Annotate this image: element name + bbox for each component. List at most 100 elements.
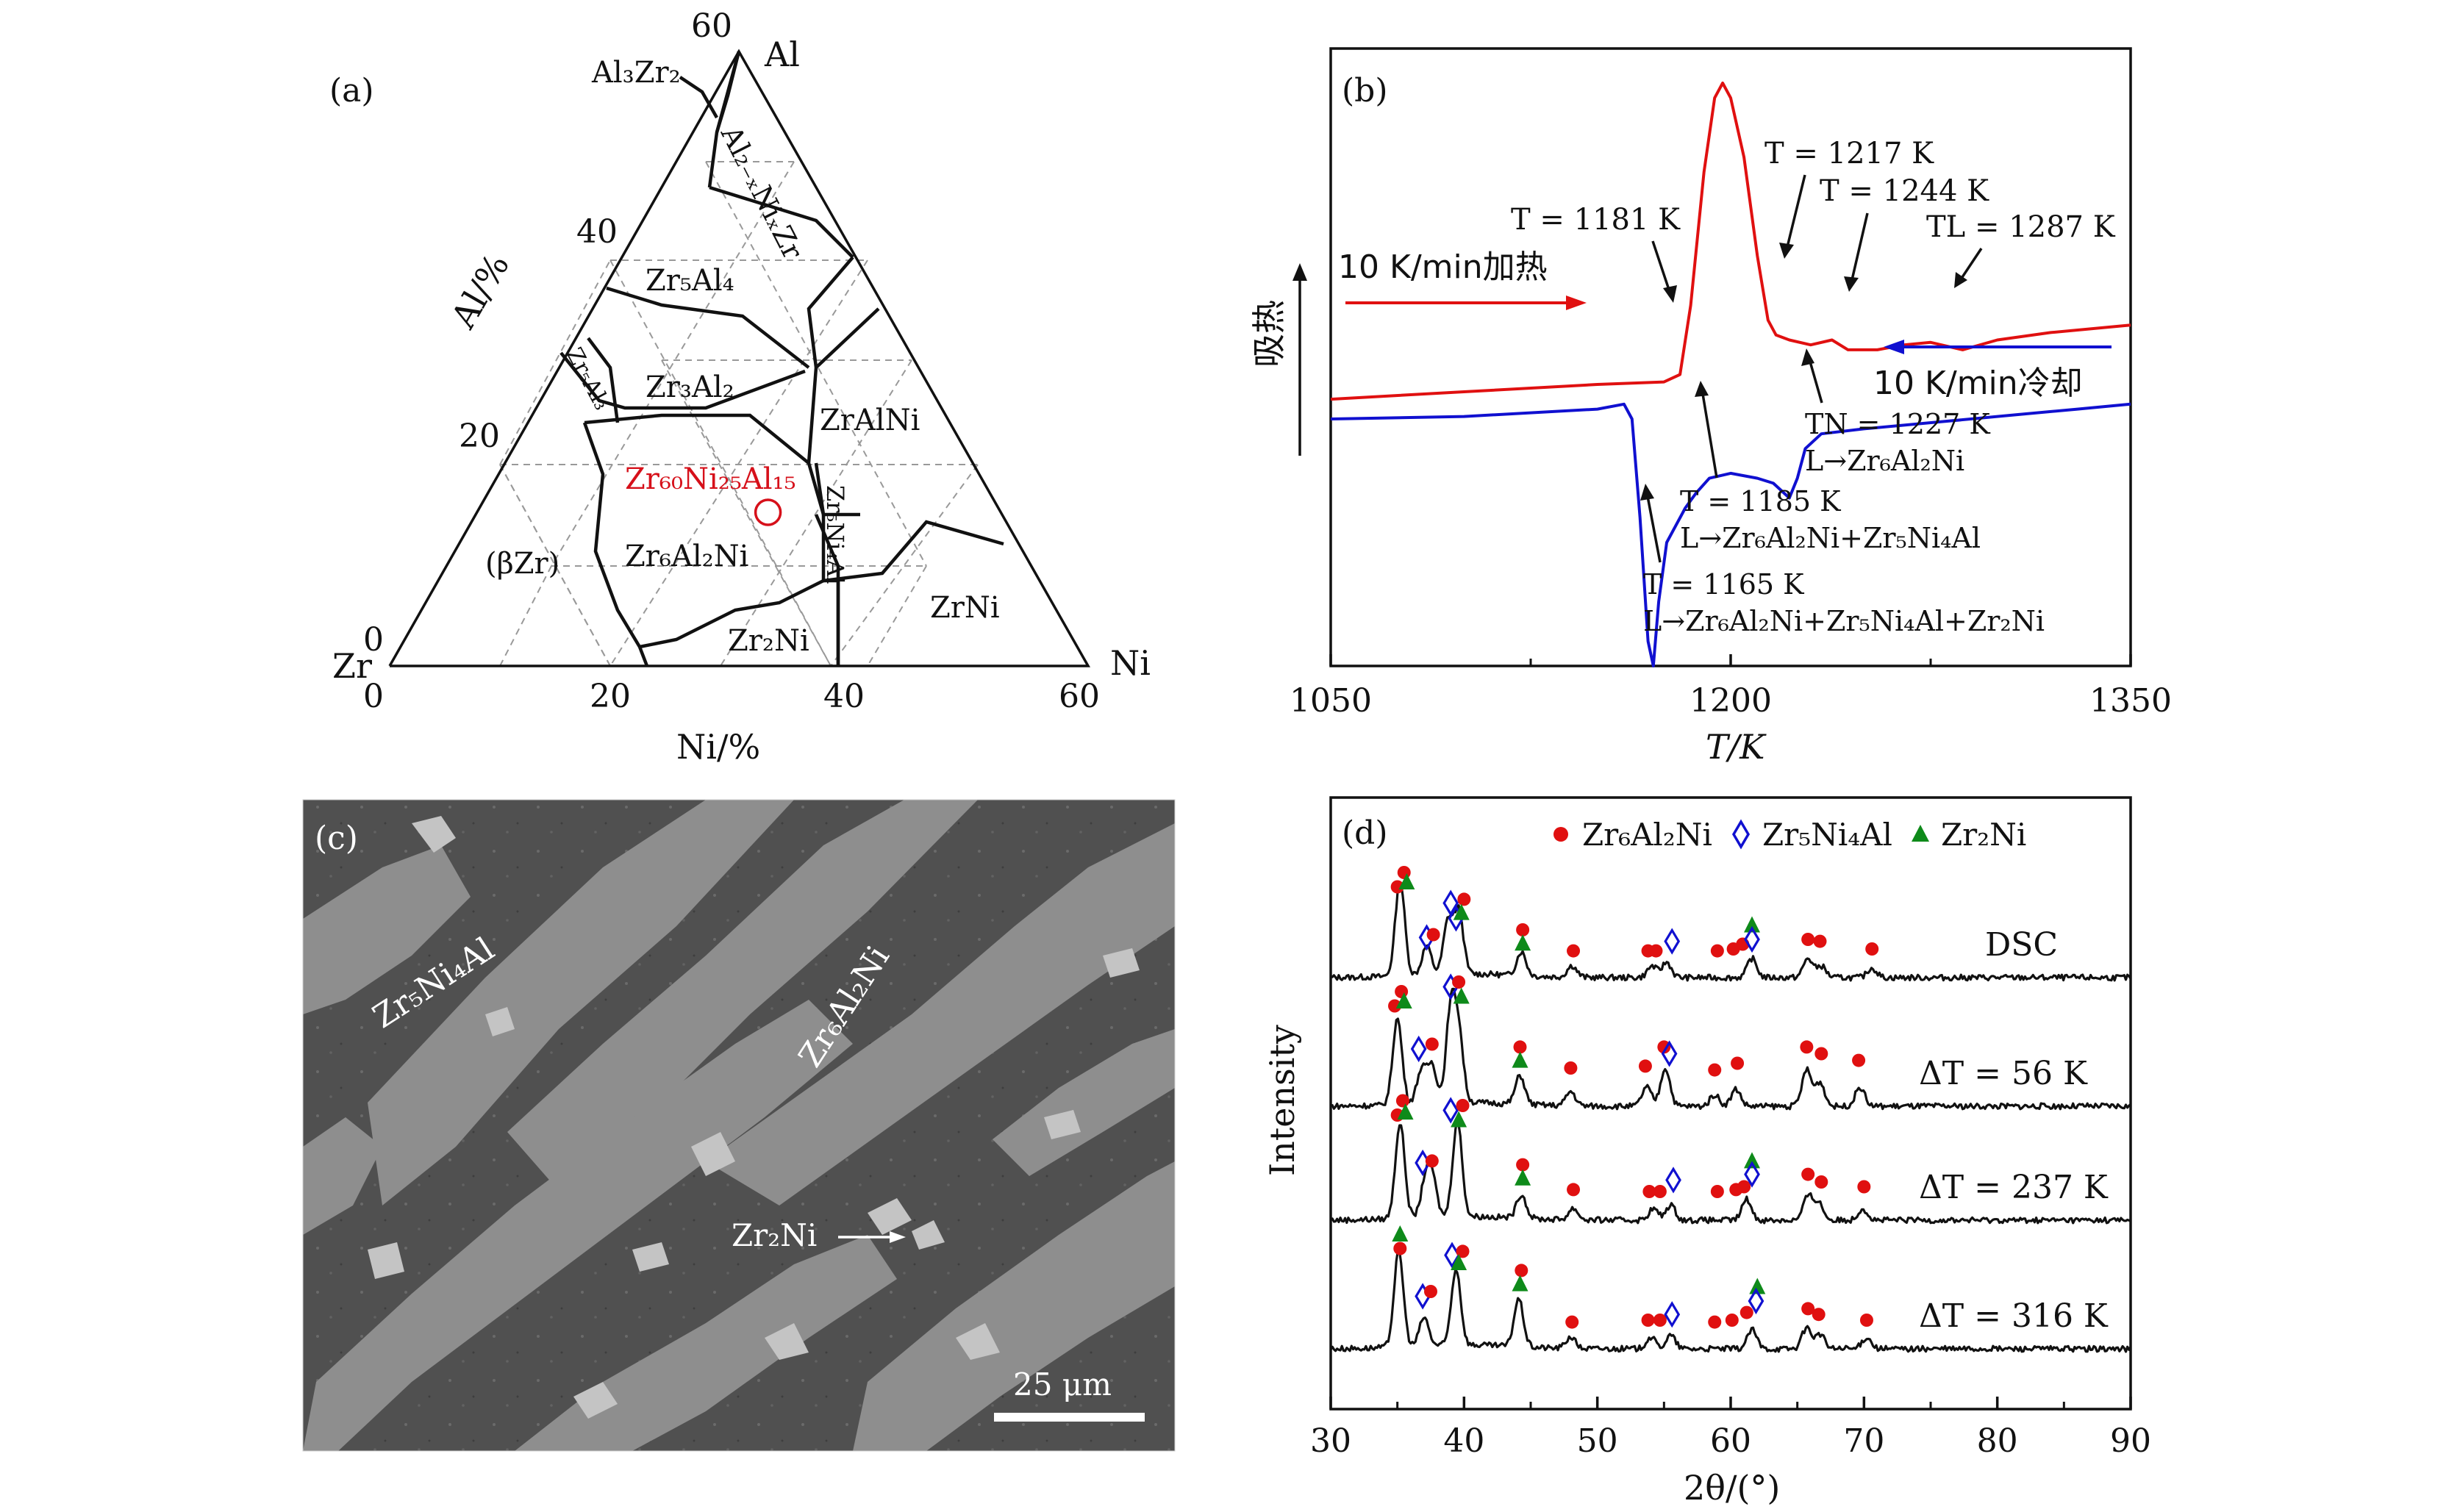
phase-zr5ni4al: Zr₅Ni₄Al [821, 485, 849, 584]
marker-zr5ni4al [1665, 1167, 1681, 1194]
dsc-cooling-curve [1330, 402, 2131, 667]
annotation-arrows [1645, 174, 1983, 563]
micrograph-image [303, 800, 1175, 1451]
marker-zr6al2ni [1865, 942, 1879, 956]
marker-zr6al2ni [1456, 1244, 1470, 1258]
xrd-y-label: Intensity [1262, 1025, 1302, 1176]
anno-tl1287: TL = 1287 K [1926, 210, 2116, 244]
marker-zr2ni [1453, 987, 1470, 1004]
marker-zr5ni4al [1744, 925, 1760, 953]
marker-zr6al2ni [1564, 1061, 1578, 1075]
xrd-x-tick-label: 90 [2110, 1422, 2151, 1460]
marker-zr6al2ni [1457, 892, 1471, 906]
marker-zr6al2ni [1567, 944, 1581, 958]
marker-zr6al2ni [1708, 1063, 1722, 1077]
scale-bar-label: 25 μm [1013, 1366, 1112, 1402]
phase-zrni: ZrNi [930, 591, 1000, 625]
xrd-pattern-0 [1330, 882, 2132, 982]
marker-zr6al2ni [1801, 1167, 1815, 1181]
marker-zr6al2ni [1710, 1185, 1724, 1198]
legend-zr6al2ni: Zr₆Al₂Ni [1582, 817, 1712, 853]
marker-zr6al2ni [1852, 1053, 1866, 1067]
marker-zr2ni [1512, 1051, 1528, 1068]
vertex-ni: Ni [1110, 643, 1151, 683]
marker-zr6al2ni [1801, 1302, 1815, 1316]
panel-c-sem-micrograph: (c) Zr₅Ni₄Al Zr₆Al₂Ni Zr₂Ni 25 μm [302, 799, 1176, 1452]
marker-zr6al2ni [1397, 866, 1411, 879]
xrd-x-tick-label: 30 [1310, 1422, 1351, 1460]
heating-arrow-head [1566, 295, 1587, 310]
marker-zr6al2ni [1814, 1175, 1828, 1189]
vertex-zr: Zr [332, 646, 372, 686]
phase-zr5al3: Zr₅Al₃ [561, 343, 615, 414]
legend-zr2ni: Zr₂Ni [1941, 817, 2026, 853]
marker-zr5ni4al [1744, 1161, 1760, 1188]
dsc-y-label: 吸热 [1249, 300, 1289, 368]
marker-zr6al2ni [1641, 1314, 1655, 1327]
marker-zr6al2ni [1708, 1315, 1722, 1329]
marker-zr2ni [1515, 934, 1531, 951]
endotherm-arrow-head [1292, 263, 1307, 281]
composition-point [754, 498, 782, 526]
panel-a-ternary-diagram: (a) [329, 7, 1151, 767]
marker-zr6al2ni [1456, 1099, 1470, 1112]
marker-zr6al2ni [1567, 1183, 1581, 1197]
phase-zr5al4: Zr₅Al₄ [646, 264, 734, 298]
xrd-x-label: 2θ/(°) [1684, 1468, 1780, 1508]
marker-zr6al2ni [1393, 1242, 1407, 1255]
xrd-label-dt56: ΔT = 56 K [1919, 1055, 2088, 1092]
anno-t1217: T = 1217 K [1764, 137, 1934, 171]
panel-d-xrd-chart: (d) 30 40 50 60 70 80 90 2θ/(°) Intensity Zr₆A… [1262, 796, 2151, 1508]
anno-l-three-phases: L→Zr₆Al₂Ni+Zr₅Ni₄Al+Zr₂Ni [1643, 605, 2045, 637]
phase-zralni: ZrAlNi [820, 404, 920, 437]
marker-zr2ni [1451, 1111, 1467, 1128]
anno-t1244: T = 1244 K [1820, 174, 1989, 208]
marker-zr6al2ni [1801, 933, 1815, 946]
panel-a-label: (a) [329, 72, 374, 110]
marker-zr6al2ni [1388, 999, 1402, 1013]
al-tick-0: 0 [363, 621, 384, 659]
xrd-pattern-1 [1330, 987, 2132, 1111]
dsc-x-label: T/K [1706, 727, 1767, 767]
marker-zr6al2ni [1710, 944, 1724, 958]
marker-zr6al2ni [1812, 1308, 1826, 1322]
marker-zr6al2ni [1642, 1185, 1656, 1198]
dsc-x-tick-label: 1200 [1690, 682, 1772, 720]
phase-boundaries [559, 51, 1004, 667]
marker-zr6al2ni [1814, 1047, 1828, 1061]
marker-zr6al2ni [1657, 1040, 1671, 1054]
dsc-x-ticks: 1050 1200 1350 [1290, 654, 2172, 720]
marker-zr6al2ni [1653, 1185, 1667, 1198]
marker-zr6al2ni [1426, 928, 1440, 942]
composition-label: Zr₆₀Ni₂₅Al₁₅ [625, 462, 796, 496]
vertex-al: Al [764, 35, 800, 74]
marker-zr5ni4al [1661, 1040, 1678, 1067]
marker-zr6al2ni [1731, 1056, 1745, 1070]
marker-zr6al2ni [1513, 1040, 1527, 1054]
phase-beta-zr: (βZr) [485, 547, 559, 581]
legend-zr5ni4al: Zr₅Ni₄Al [1762, 817, 1892, 853]
marker-zr2ni [1515, 1169, 1531, 1186]
marker-zr5ni4al [1442, 1097, 1459, 1124]
xrd-label-dt316: ΔT = 316 K [1919, 1297, 2109, 1335]
annotation-arrow-heads [1640, 243, 1967, 501]
dsc-x-tick-label: 1350 [2089, 682, 2172, 720]
panel-c-label: (c) [315, 820, 358, 857]
xrd-x-tick-label: 50 [1577, 1422, 1618, 1460]
marker-zr2ni [1451, 1254, 1467, 1270]
cooling-rate-label: 10 K/min冷却 [1873, 365, 2083, 402]
al-tick-40: 40 [576, 213, 618, 251]
phase-zr6al2ni: Zr₆Al₂Ni [625, 540, 748, 573]
xrd-x-tick-label: 60 [1710, 1422, 1751, 1460]
marker-zr2ni [1749, 1278, 1766, 1294]
marker-zr6al2ni [1859, 1314, 1873, 1327]
xrd-label-dsc: DSC [1985, 926, 2058, 964]
xrd-x-tick-label: 80 [1977, 1422, 2018, 1460]
marker-zr6al2ni [1739, 1305, 1753, 1319]
marker-zr5ni4al [1664, 928, 1681, 955]
dsc-heating-curve [1330, 82, 2131, 401]
legend-marker-zr6al2ni [1553, 827, 1568, 842]
marker-zr2ni [1453, 903, 1470, 920]
marker-zr6al2ni [1395, 1094, 1409, 1108]
